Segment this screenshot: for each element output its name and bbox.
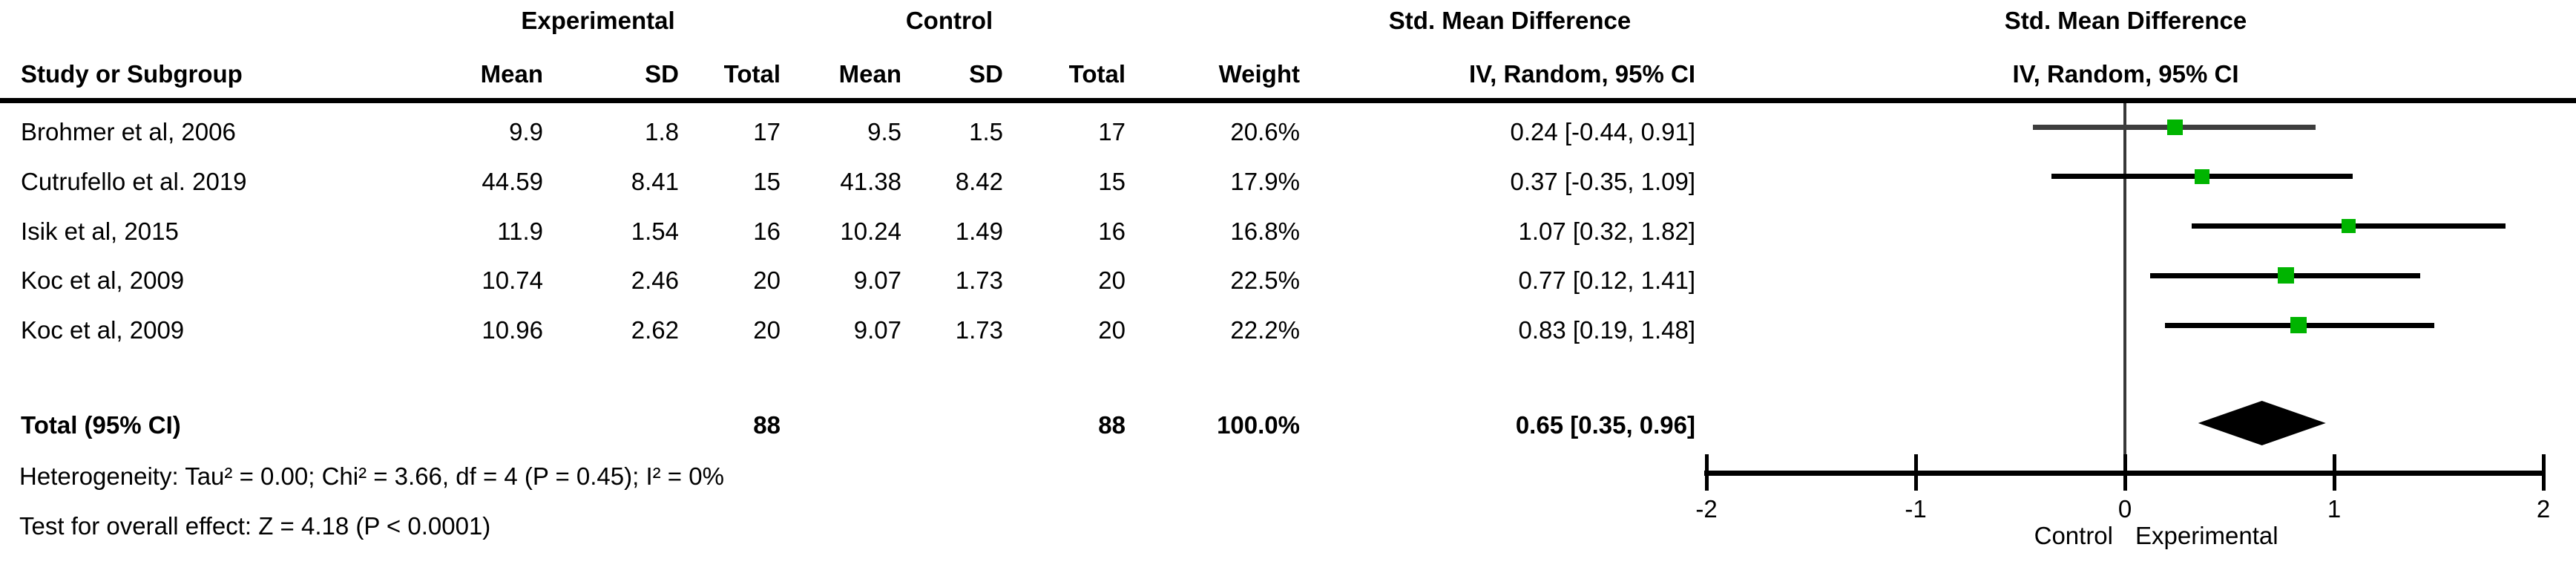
total-ctl: 17 — [1098, 118, 1126, 145]
col-header-mean-exp: Mean — [480, 60, 543, 88]
table-row: Isik et al, 2015 11.9 1.54 16 10.24 1.49… — [0, 207, 1699, 256]
mean-ctl: 9.07 — [853, 266, 901, 294]
effect-ci-value: 0.77 [0.12, 1.41] — [1518, 266, 1695, 294]
sd-ctl: 1.5 — [969, 118, 1003, 145]
total-exp: 20 — [753, 266, 781, 294]
heterogeneity-stats: Heterogeneity: Tau² = 0.00; Chi² = 3.66,… — [19, 462, 724, 490]
header-separator-line — [0, 98, 2576, 103]
col-header-total-ctl: Total — [1068, 60, 1126, 88]
effect-ci-value: 0.37 [-0.35, 1.09] — [1510, 168, 1695, 195]
favours-experimental-label: Experimental — [2135, 522, 2278, 549]
study-label: Isik et al, 2015 — [21, 217, 179, 245]
col-header-iv-ci: IV, Random, 95% CI — [1468, 60, 1695, 88]
sd-exp: 1.8 — [645, 118, 679, 145]
effect-ci-value: 0.83 [0.19, 1.48] — [1518, 316, 1695, 344]
group-header-smd-table: Std. Mean Difference — [1388, 7, 1632, 34]
axis-tick — [1913, 454, 1918, 491]
axis-tick-label: 0 — [2117, 495, 2132, 523]
favours-control-label: Control — [2034, 522, 2113, 549]
weight-value: 20.6% — [1230, 118, 1300, 145]
total-effect-ci: 0.65 [0.35, 0.96] — [1515, 411, 1695, 439]
mean-exp: 10.96 — [482, 316, 543, 344]
study-label: Cutrufello et al. 2019 — [21, 168, 247, 195]
axis-tick-label: 1 — [2327, 495, 2342, 523]
effect-size-marker — [2290, 317, 2307, 334]
sd-exp: 1.54 — [631, 217, 679, 245]
total-label: Total (95% CI) — [21, 411, 181, 439]
mean-exp: 11.9 — [497, 217, 543, 245]
weight-value: 17.9% — [1230, 168, 1300, 195]
effect-size-marker — [2167, 119, 2184, 135]
col-header-total-exp: Total — [723, 60, 781, 88]
total-weight: 100.0% — [1217, 411, 1300, 439]
effect-size-marker — [2195, 168, 2210, 184]
col-header-study: Study or Subgroup — [21, 60, 243, 88]
sd-exp: 2.62 — [631, 316, 679, 344]
table-row: Brohmer et al, 2006 9.9 1.8 17 9.5 1.5 1… — [0, 108, 1699, 157]
mean-ctl: 10.24 — [840, 217, 901, 245]
axis-tick — [1704, 454, 1709, 491]
study-label: Brohmer et al, 2006 — [21, 118, 236, 145]
mean-exp: 10.74 — [482, 266, 543, 294]
study-label: Koc et al, 2009 — [21, 266, 185, 294]
axis-tick — [2123, 454, 2127, 491]
total-exp: 17 — [753, 118, 781, 145]
mean-ctl: 9.07 — [853, 316, 901, 344]
overall-effect-stats: Test for overall effect: Z = 4.18 (P < 0… — [19, 512, 491, 540]
total-exp-sum: 88 — [753, 411, 781, 439]
axis-tick — [2332, 454, 2336, 491]
weight-value: 22.5% — [1230, 266, 1300, 294]
table-row: Koc et al, 2009 10.74 2.46 20 9.07 1.73 … — [0, 256, 1699, 305]
total-exp: 16 — [753, 217, 781, 245]
sd-exp: 2.46 — [631, 266, 679, 294]
sd-exp: 8.41 — [631, 168, 679, 195]
effect-ci-value: 0.24 [-0.44, 0.91] — [1510, 118, 1695, 145]
total-ctl: 15 — [1098, 168, 1126, 195]
mean-exp: 44.59 — [482, 168, 543, 195]
effect-size-marker — [2342, 219, 2356, 234]
zero-reference-line — [2123, 103, 2126, 491]
sd-ctl: 1.73 — [955, 266, 1003, 294]
col-header-mean-ctl: Mean — [838, 60, 901, 88]
total-row: Total (95% CI) 88 88 100.0% 0.65 [0.35, … — [0, 402, 1699, 449]
group-header-experimental: Experimental — [521, 7, 675, 34]
total-exp: 15 — [753, 168, 781, 195]
table-row: Koc et al, 2009 10.96 2.62 20 9.07 1.73 … — [0, 306, 1699, 355]
table-row: Cutrufello et al. 2019 44.59 8.41 15 41.… — [0, 157, 1699, 206]
summary-diamond — [2198, 401, 2326, 445]
sd-ctl: 8.42 — [955, 168, 1003, 195]
weight-value: 16.8% — [1230, 217, 1300, 245]
total-exp: 20 — [753, 316, 781, 344]
total-ctl: 16 — [1098, 217, 1126, 245]
total-ctl: 20 — [1098, 266, 1126, 294]
group-header-control: Control — [905, 7, 993, 34]
mean-ctl: 41.38 — [840, 168, 901, 195]
effect-ci-value: 1.07 [0.32, 1.82] — [1518, 217, 1695, 245]
axis-tick — [2541, 454, 2546, 491]
group-header-smd-plot: Std. Mean Difference — [2004, 7, 2247, 34]
total-ctl: 20 — [1098, 316, 1126, 344]
weight-value: 22.2% — [1230, 316, 1300, 344]
sd-ctl: 1.73 — [955, 316, 1003, 344]
mean-exp: 9.9 — [509, 118, 543, 145]
total-ctl-sum: 88 — [1098, 411, 1126, 439]
sd-ctl: 1.49 — [955, 217, 1003, 245]
col-header-sd-exp: SD — [645, 60, 679, 88]
axis-tick-label: 2 — [2536, 495, 2551, 523]
axis-tick-label: -2 — [1695, 495, 1718, 523]
effect-size-marker — [2278, 267, 2295, 284]
col-header-sd-ctl: SD — [969, 60, 1003, 88]
col-header-iv-ci-plot: IV, Random, 95% CI — [2012, 60, 2239, 88]
mean-ctl: 9.5 — [867, 118, 901, 145]
study-label: Koc et al, 2009 — [21, 316, 185, 344]
axis-tick-label: -1 — [1905, 495, 1927, 523]
col-header-weight: Weight — [1218, 60, 1300, 88]
